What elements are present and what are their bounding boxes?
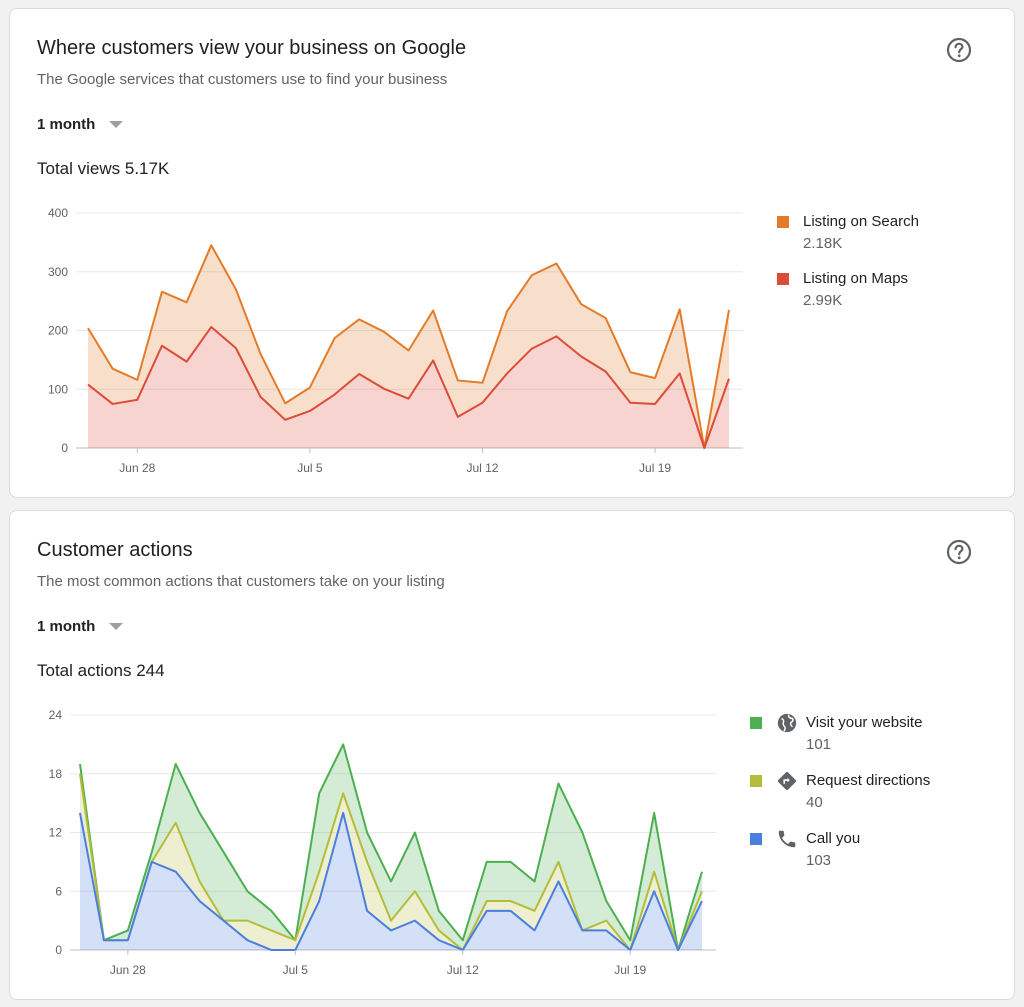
x-tick-label: Jun 28: [110, 963, 146, 977]
y-tick-label: 0: [61, 441, 68, 455]
views-subtitle: The Google services that customers use t…: [37, 71, 448, 88]
globe-icon: [777, 713, 797, 733]
help-icon[interactable]: [946, 37, 972, 63]
directions-icon: [778, 772, 796, 790]
x-tick-label: Jul 12: [466, 461, 498, 475]
legend-swatch: [750, 833, 762, 845]
help-icon[interactable]: [946, 539, 972, 565]
y-tick-label: 6: [55, 884, 62, 898]
legend-value: 2.18K: [803, 235, 843, 252]
period-dropdown-label: 1 month: [37, 115, 96, 133]
actions-card: Customer actions The most common actions…: [9, 510, 1015, 1000]
legend-value: 2.99K: [803, 292, 843, 309]
total-actions: Total actions 244: [37, 661, 165, 680]
legend-value: 40: [806, 794, 823, 811]
legend-swatch: [777, 216, 789, 228]
views-chart: 0 100 200 300 400 Jun 28 Jul 5 Jul 12 Jul 19: [48, 206, 743, 475]
x-tick-label: Jul 19: [614, 963, 646, 977]
y-tick-label: 18: [49, 767, 63, 781]
y-tick-label: 400: [48, 206, 68, 220]
actions-chart: 0 6 12 18 24 Jun 28 Jul 5 Jul 12 Jul 19: [49, 708, 716, 977]
x-tick-label: Jul 12: [447, 963, 479, 977]
y-tick-label: 100: [48, 382, 68, 396]
y-tick-label: 12: [49, 826, 63, 840]
legend-item-directions: Request directions 40: [750, 770, 930, 814]
series-line: [87, 325, 730, 449]
legend-value: 101: [806, 736, 832, 753]
series-line: [79, 773, 703, 951]
x-tick-label: Jun 28: [119, 461, 155, 475]
actions-subtitle: The most common actions that customers t…: [37, 573, 445, 590]
series-area: [80, 744, 702, 950]
legend-label: Listing on Search: [803, 213, 919, 230]
legend-label: Call you: [806, 830, 861, 847]
series-line: [87, 244, 730, 449]
legend-value: 103: [806, 852, 832, 869]
y-tick-label: 0: [55, 943, 62, 957]
legend-swatch: [750, 775, 762, 787]
period-dropdown[interactable]: 1 month: [37, 113, 124, 135]
legend-item-search: Listing on Search 2.18K: [777, 211, 919, 255]
series-line: [79, 811, 703, 951]
y-tick-label: 200: [48, 324, 68, 338]
series-area: [80, 812, 702, 950]
views-card: Where customers view your business on Go…: [9, 8, 1015, 498]
chevron-down-icon: [109, 622, 124, 630]
series-line: [79, 743, 703, 951]
series-area: [88, 245, 729, 448]
legend-swatch: [750, 717, 762, 729]
y-tick-label: 24: [49, 708, 63, 722]
legend-item-maps: Listing on Maps 2.99K: [777, 268, 908, 312]
legend-label: Visit your website: [806, 714, 923, 731]
legend-swatch: [777, 273, 789, 285]
phone-icon: [778, 830, 796, 848]
views-title: Where customers view your business on Go…: [37, 37, 467, 59]
legend-item-call: Call you 103: [750, 828, 860, 872]
period-dropdown-label: 1 month: [37, 617, 96, 635]
chevron-down-icon: [109, 120, 124, 128]
x-tick-label: Jul 19: [639, 461, 671, 475]
legend-item-website: Visit your website 101: [750, 712, 922, 756]
legend-label: Request directions: [806, 772, 931, 789]
series-area: [88, 326, 729, 448]
x-tick-label: Jul 5: [297, 461, 323, 475]
legend-label: Listing on Maps: [803, 270, 909, 287]
actions-title: Customer actions: [37, 539, 193, 561]
y-tick-label: 300: [48, 265, 68, 279]
period-dropdown[interactable]: 1 month: [37, 615, 124, 637]
total-views: Total views 5.17K: [37, 159, 170, 178]
x-tick-label: Jul 5: [283, 963, 309, 977]
